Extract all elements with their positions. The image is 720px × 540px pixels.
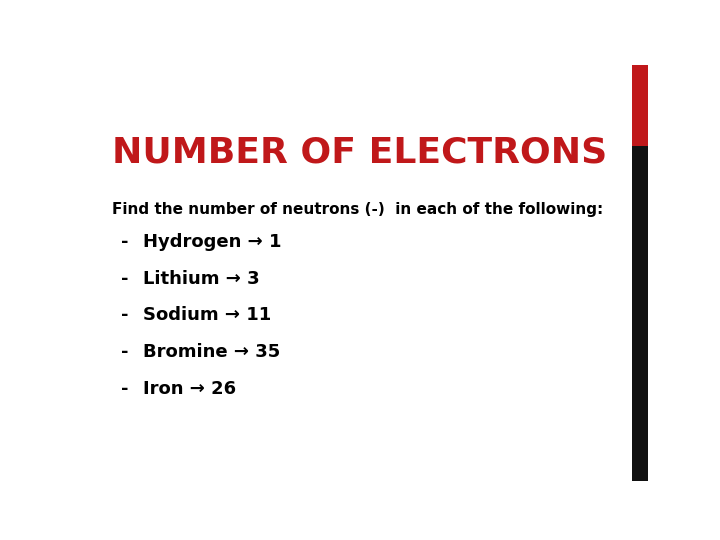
- Text: -: -: [121, 306, 128, 325]
- Text: Iron → 26: Iron → 26: [143, 380, 236, 397]
- Text: Bromine → 35: Bromine → 35: [143, 343, 280, 361]
- Bar: [632, 65, 648, 481]
- Text: Lithium → 3: Lithium → 3: [143, 270, 260, 288]
- Text: Hydrogen → 1: Hydrogen → 1: [143, 233, 282, 251]
- Text: NUMBER OF ELECTRONS: NUMBER OF ELECTRONS: [112, 136, 608, 170]
- Text: Find the number of neutrons (-)  in each of the following:: Find the number of neutrons (-) in each …: [112, 202, 603, 217]
- Text: -: -: [121, 270, 128, 288]
- Text: -: -: [121, 380, 128, 397]
- Text: Sodium → 11: Sodium → 11: [143, 306, 271, 325]
- Bar: [632, 65, 648, 146]
- Text: -: -: [121, 343, 128, 361]
- Text: -: -: [121, 233, 128, 251]
